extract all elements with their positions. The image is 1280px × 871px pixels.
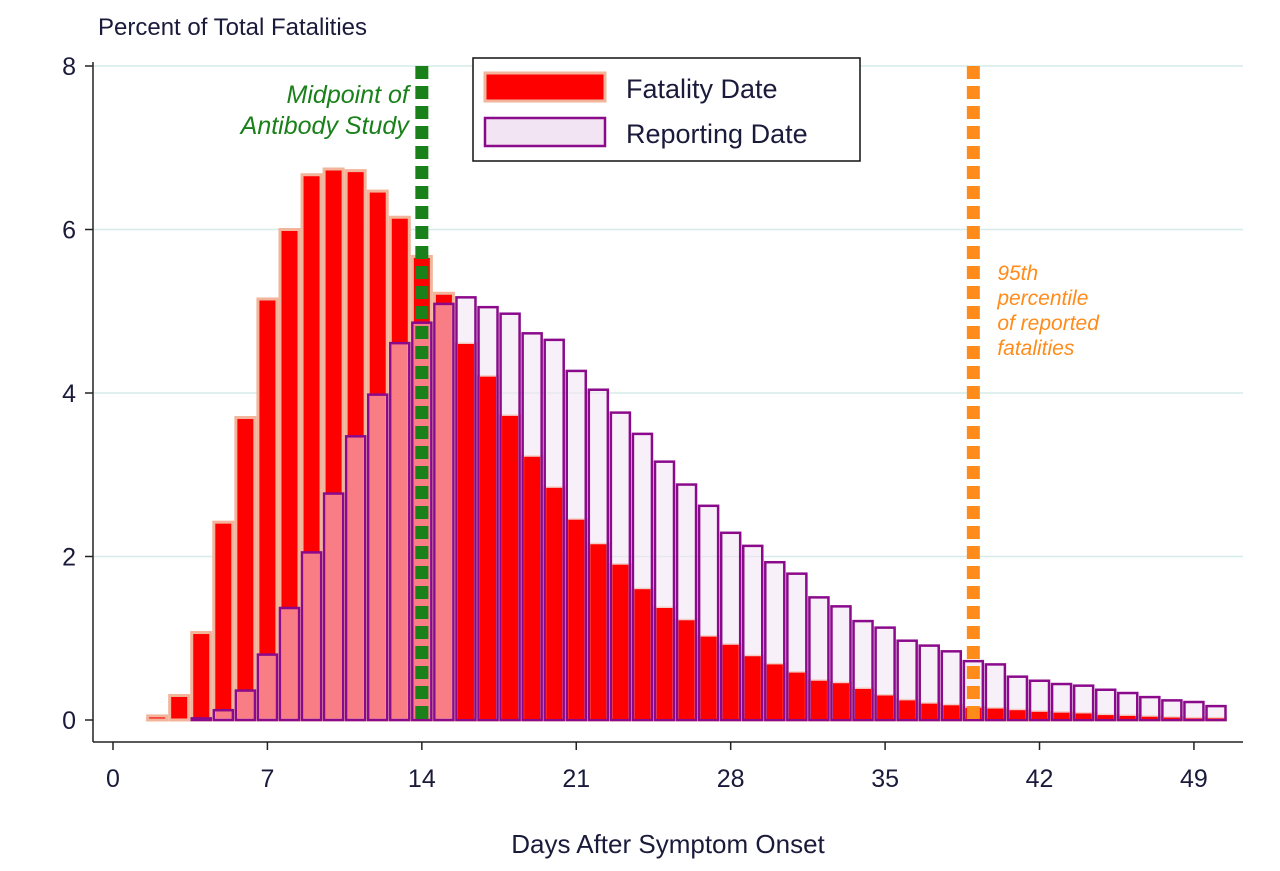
- bar-fatality-date: [146, 714, 169, 722]
- bar-fatality-date-overlay: [899, 700, 916, 719]
- bar-reporting-date: [344, 435, 367, 722]
- bar-fatality-date-overlay: [480, 376, 497, 719]
- bar-reporting-date: [1006, 675, 1029, 722]
- bar-fatality-date-overlay: [1185, 718, 1202, 719]
- y-tick-label: 0: [62, 707, 76, 735]
- bar-fatality-date-overlay: [678, 620, 695, 719]
- bar-fatality-date-overlay: [1075, 713, 1092, 719]
- legend: Fatality Date Reporting Date: [472, 57, 861, 162]
- bar-fatality-date-overlay: [612, 564, 629, 719]
- bar-reporting-date: [322, 492, 345, 722]
- bar-reporting-date: [389, 341, 411, 722]
- reference-line-label: of reported: [997, 312, 1100, 335]
- bar-fatality-date-overlay: [987, 708, 1004, 719]
- bar-reporting-date: [1161, 699, 1183, 722]
- bar-fatality-date-overlay: [546, 487, 563, 719]
- bar-fatality-date-overlay: [744, 656, 761, 719]
- bar-reporting-date: [1072, 684, 1095, 722]
- bar-reporting-date: [918, 644, 940, 722]
- bar-fatality-date-overlay: [1009, 710, 1026, 719]
- bar-fatality-date-overlay: [855, 688, 872, 719]
- bar-fatality-date-overlay: [788, 672, 805, 719]
- bar-fatality-date-overlay: [921, 703, 938, 719]
- y-axis-label: Percent of Total Fatalities: [98, 14, 367, 41]
- bar-reporting-date: [1050, 682, 1073, 722]
- bar-reporting-date: [1117, 691, 1139, 722]
- bar-fatality-date: [234, 416, 257, 722]
- x-tick-label: 49: [1180, 765, 1208, 793]
- reference-line-label: fatalities: [997, 337, 1075, 360]
- bar-fatality-date-overlay: [1053, 712, 1070, 719]
- y-tick-label: 4: [62, 380, 76, 408]
- bar-fatality-date-overlay: [502, 415, 519, 719]
- tick-labels: 0 2 4 6 8 0 7 14 21 28 35 42 49: [62, 53, 1208, 793]
- legend-label-reporting-date: Reporting Date: [626, 119, 808, 149]
- bar-fatality-date-overlay: [656, 608, 673, 719]
- bar-reporting-date: [366, 393, 389, 722]
- legend-swatch-reporting-date: [483, 116, 607, 148]
- bar-fatality-date-overlay: [568, 519, 585, 719]
- bar-reporting-date: [1094, 688, 1117, 722]
- bar-reporting-date: [278, 606, 301, 722]
- bar-fatality-date-overlay: [766, 664, 783, 719]
- fatality-date-overlay-bars: [457, 343, 1224, 719]
- bar-reporting-date: [234, 689, 257, 722]
- bar-reporting-date: [212, 708, 235, 722]
- bar-fatality-date: [212, 520, 235, 722]
- bar-fatality-date-overlay: [1097, 715, 1114, 719]
- bar-fatality-date-overlay: [722, 644, 739, 719]
- reference-line-label: 95th: [997, 262, 1038, 285]
- x-tick-label: 35: [871, 765, 899, 793]
- bar-reporting-date: [1028, 679, 1051, 722]
- bar-reporting-date: [1139, 695, 1161, 722]
- y-tick-label: 6: [62, 217, 76, 245]
- bar-fatality-date-overlay: [1141, 716, 1158, 719]
- reference-line-label: Midpoint of: [287, 81, 412, 109]
- x-axis-label: Days After Symptom Onset: [511, 829, 825, 859]
- y-tick-label: 8: [62, 53, 76, 81]
- bar-fatality-date-overlay: [810, 680, 827, 719]
- bar-reporting-date: [300, 551, 323, 722]
- bar-fatality-date-overlay: [1031, 711, 1048, 719]
- x-tick-label: 14: [408, 765, 436, 793]
- bar-fatality-date: [168, 693, 191, 722]
- bar-reporting-date: [433, 302, 455, 722]
- x-tick-label: 42: [1026, 765, 1054, 793]
- bar-fatality-date-overlay: [634, 589, 651, 719]
- bar-fatality-date-overlay: [943, 705, 960, 719]
- bar-fatality-date-overlay: [1208, 718, 1224, 719]
- reference-line-label: percentile: [996, 287, 1088, 310]
- axes: [92, 62, 1243, 743]
- legend-swatch-fatality-date: [483, 71, 607, 103]
- bar-fatality-date-overlay: [524, 456, 541, 719]
- bar-fatality-date-overlay: [1163, 717, 1180, 719]
- bar-fatality-date-overlay: [832, 683, 849, 719]
- x-tick-label: 21: [562, 765, 590, 793]
- bar-fatality-date-overlay: [457, 343, 474, 719]
- bar-reporting-date: [896, 639, 918, 722]
- bar-reporting-date: [411, 321, 433, 722]
- x-tick-label: 0: [106, 765, 120, 793]
- bar-reporting-date: [1205, 704, 1227, 722]
- bar-reporting-date: [256, 653, 279, 722]
- legend-label-fatality-date: Fatality Date: [626, 74, 778, 104]
- reference-line-label: Antibody Study: [239, 112, 411, 140]
- bar-fatality-date-overlay: [590, 544, 607, 719]
- x-tick-label: 7: [260, 765, 274, 793]
- bar-fatality-date-overlay: [1119, 715, 1136, 719]
- x-tick-label: 28: [717, 765, 745, 793]
- bar-fatality-date-overlay: [700, 636, 717, 719]
- bar-reporting-date: [1183, 700, 1205, 722]
- bar-reporting-date: [984, 663, 1007, 722]
- reference-lines: Midpoint of Antibody Study 95thpercentileo…: [239, 66, 1100, 720]
- bar-fatality-date-overlay: [877, 695, 894, 719]
- bar-fatality-date: [190, 631, 213, 722]
- y-tick-label: 2: [62, 544, 76, 572]
- bar-reporting-date: [190, 717, 212, 722]
- bar-reporting-date: [940, 650, 963, 722]
